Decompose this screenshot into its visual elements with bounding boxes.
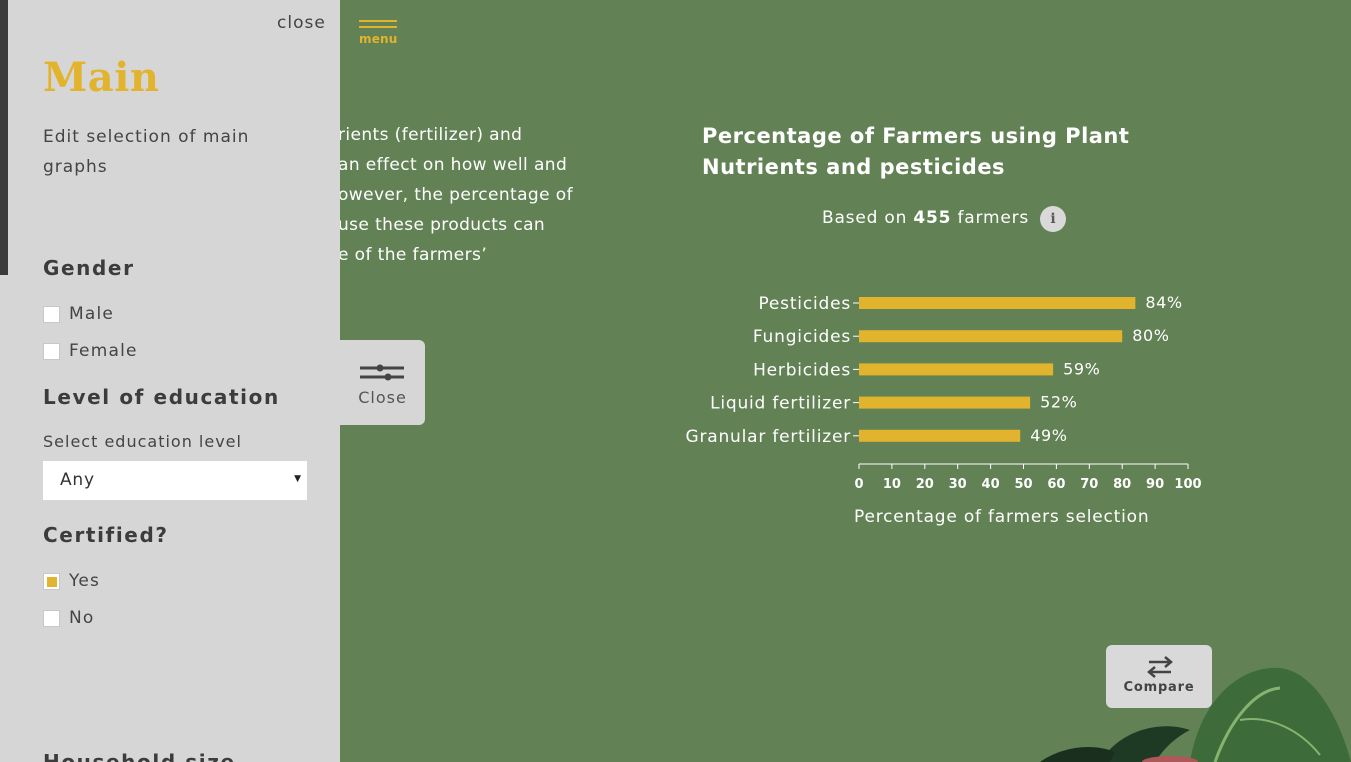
category-label: Pesticides: [758, 294, 851, 314]
x-tick-label: 20: [916, 477, 934, 492]
data-label: 49%: [1030, 426, 1067, 445]
x-tick-label: 0: [854, 477, 863, 492]
bar: [859, 429, 1021, 442]
category-label: Fungicides: [753, 327, 851, 347]
data-label: 80%: [1132, 326, 1169, 345]
intro-line: e of the farmers’: [338, 245, 488, 265]
sidebar-title: Main: [43, 54, 160, 101]
info-icon[interactable]: i: [1040, 206, 1066, 232]
menu-label: menu: [359, 32, 398, 46]
sidebar-scroll-strip[interactable]: [0, 0, 8, 275]
leaf-icon: [1040, 667, 1351, 762]
intro-line: use these products can: [338, 215, 546, 235]
sidebar-description: Edit selection of main graphs: [43, 127, 250, 177]
category-label: Herbicides: [753, 360, 851, 380]
category-label: Granular fertilizer: [685, 427, 851, 447]
sidebar-close-button[interactable]: close: [277, 13, 326, 33]
category-label: Liquid fertilizer: [710, 394, 851, 414]
checkbox-label: Yes: [69, 571, 101, 591]
bar: [859, 363, 1054, 376]
x-axis-label: Percentage of farmers selection: [854, 507, 1150, 527]
based-suffix: farmers: [957, 208, 1030, 228]
chevron-down-icon: ▼: [294, 474, 301, 484]
education-selected-value: Any: [60, 470, 95, 490]
sliders-icon: [360, 364, 404, 381]
bar: [859, 330, 1123, 343]
intro-paragraph: rients (fertilizer) and an effect on how…: [338, 120, 618, 270]
filter-sidebar: close Main Edit selection of main graphs…: [0, 0, 340, 762]
compare-label: Compare: [1123, 680, 1195, 695]
x-tick-label: 90: [1146, 477, 1164, 492]
bar: [859, 297, 1136, 309]
data-label: 59%: [1063, 359, 1100, 378]
filter-close-label: Close: [358, 388, 407, 407]
intro-line: owever, the percentage of: [338, 185, 573, 205]
filter-close-button[interactable]: Close: [340, 340, 425, 425]
certified-heading: Certified?: [43, 523, 169, 547]
checkbox-label: No: [69, 608, 95, 628]
household-size-heading: Household size: [43, 750, 236, 762]
menu-button[interactable]: menu: [358, 18, 400, 48]
x-tick-label: 40: [982, 477, 1000, 492]
intro-line: an effect on how well and: [338, 155, 568, 175]
x-tick-label: 100: [1174, 477, 1201, 492]
bar: [859, 396, 1031, 409]
data-label: 84%: [1145, 293, 1182, 312]
x-tick-label: 70: [1080, 477, 1098, 492]
based-prefix: Based on: [822, 208, 908, 228]
x-tick-label: 50: [1014, 477, 1032, 492]
menu-icon-bar: [359, 26, 397, 28]
farmer-count: 455: [913, 208, 952, 228]
education-select-label: Select education level: [43, 432, 242, 451]
checkbox[interactable]: [43, 343, 60, 360]
x-tick-label: 30: [949, 477, 967, 492]
gender-heading: Gender: [43, 256, 135, 280]
swap-arrows-icon: [1147, 656, 1173, 678]
intro-line: rients (fertilizer) and: [338, 125, 523, 145]
checkbox[interactable]: [43, 306, 60, 323]
checkbox-label: Female: [69, 341, 138, 361]
sample-size-text: Based on 455 farmers: [822, 208, 1029, 228]
bar-chart: Pesticides 84% Fungicides 80% Herbicides 59% L…: [685, 293, 1201, 492]
x-tick-label: 80: [1113, 477, 1131, 492]
data-label: 52%: [1040, 393, 1077, 412]
compare-button[interactable]: Compare: [1106, 645, 1212, 708]
checkbox-checked[interactable]: [43, 573, 60, 590]
chart-title: Percentage of Farmers using Plant Nutrie…: [702, 124, 1130, 179]
x-tick-label: 10: [883, 477, 901, 492]
education-heading: Level of education: [43, 385, 280, 409]
checkbox-label: Male: [69, 304, 115, 324]
x-tick-label: 60: [1047, 477, 1065, 492]
education-select[interactable]: Any ▼: [43, 461, 307, 500]
checkbox[interactable]: [43, 610, 60, 627]
menu-icon: [359, 20, 397, 22]
